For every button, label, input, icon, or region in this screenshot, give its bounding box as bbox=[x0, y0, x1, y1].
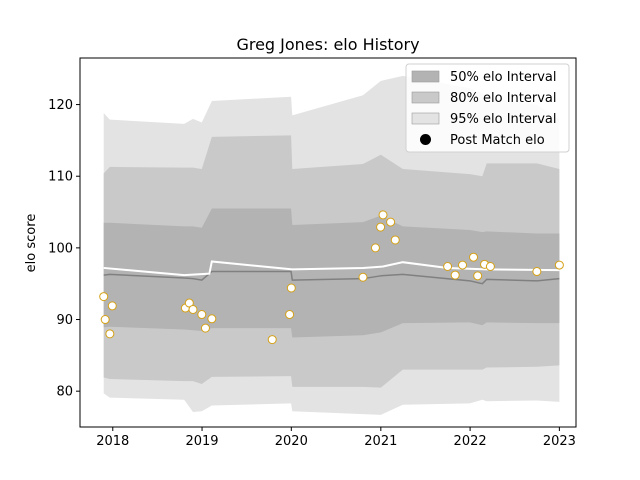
post-match-point bbox=[474, 272, 482, 280]
chart-title: Greg Jones: elo History bbox=[236, 35, 419, 54]
post-match-point bbox=[555, 261, 563, 269]
post-match-point bbox=[359, 273, 367, 281]
y-tick-label: 90 bbox=[56, 313, 73, 328]
legend-label: 95% elo Interval bbox=[450, 112, 557, 127]
post-match-point bbox=[451, 271, 459, 279]
post-match-point bbox=[371, 244, 379, 252]
legend-label: 80% elo Interval bbox=[450, 91, 557, 106]
y-tick-label: 120 bbox=[48, 98, 73, 113]
post-match-point bbox=[101, 316, 109, 324]
post-match-point bbox=[379, 211, 387, 219]
post-match-point bbox=[100, 293, 108, 301]
post-match-point bbox=[391, 236, 399, 244]
post-match-point bbox=[198, 311, 206, 319]
post-match-point bbox=[268, 336, 276, 344]
post-match-point bbox=[286, 311, 294, 319]
legend-swatch bbox=[412, 113, 439, 124]
post-match-point bbox=[387, 218, 395, 226]
legend: 50% elo Interval 80% elo Interval 95% elo … bbox=[406, 64, 569, 152]
post-match-point bbox=[377, 223, 385, 231]
y-axis-label: elo score bbox=[24, 214, 39, 273]
post-match-point bbox=[533, 268, 541, 276]
legend-marker bbox=[420, 134, 431, 145]
legend-label: Post Match elo bbox=[450, 133, 545, 148]
x-tick-label: 2021 bbox=[364, 434, 397, 449]
x-tick-label: 2019 bbox=[185, 434, 218, 449]
legend-swatch bbox=[412, 71, 439, 82]
x-tick-label: 2020 bbox=[275, 434, 308, 449]
post-match-point bbox=[486, 263, 494, 271]
post-match-point bbox=[106, 330, 114, 338]
y-tick-label: 80 bbox=[56, 385, 73, 400]
post-match-point bbox=[189, 305, 197, 313]
y-tick-label: 100 bbox=[48, 241, 73, 256]
x-tick-label: 2018 bbox=[96, 434, 129, 449]
post-match-point bbox=[201, 324, 209, 332]
legend-label: 50% elo Interval bbox=[450, 70, 557, 85]
x-tick-label: 2022 bbox=[454, 434, 487, 449]
post-match-point bbox=[459, 261, 467, 269]
x-tick-label: 2023 bbox=[543, 434, 576, 449]
post-match-point bbox=[470, 253, 478, 261]
legend-swatch bbox=[412, 92, 439, 103]
post-match-point bbox=[287, 284, 295, 292]
post-match-point bbox=[208, 315, 216, 323]
y-tick-label: 110 bbox=[48, 170, 73, 185]
post-match-point bbox=[108, 302, 116, 310]
post-match-point bbox=[444, 263, 452, 271]
